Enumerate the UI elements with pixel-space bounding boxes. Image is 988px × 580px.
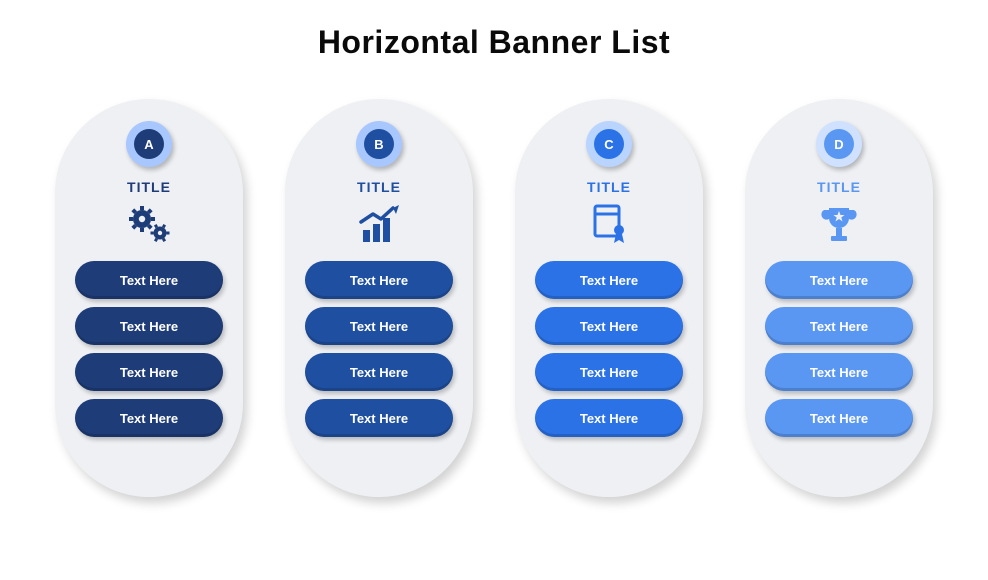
pill-item: Text Here	[305, 261, 453, 299]
pill-item: Text Here	[765, 353, 913, 391]
pill-item: Text Here	[305, 307, 453, 345]
pill-list: Text Here Text Here Text Here Text Here	[55, 261, 243, 437]
card-title: TITLE	[817, 179, 861, 195]
pill-list: Text Here Text Here Text Here Text Here	[285, 261, 473, 437]
banner-card-b: BTITLE Text HereText HereText HereText H…	[285, 99, 473, 497]
pill-list: Text Here Text Here Text Here Text Here	[745, 261, 933, 437]
badge-outer: A	[126, 121, 172, 167]
card-title: TITLE	[357, 179, 401, 195]
card-title: TITLE	[127, 179, 171, 195]
pill-item: Text Here	[75, 399, 223, 437]
banner-card-d: DTITLE Text HereText HereText HereText H…	[745, 99, 933, 497]
pill-item: Text Here	[75, 353, 223, 391]
badge-outer: C	[586, 121, 632, 167]
certificate-icon	[584, 201, 634, 247]
chart-up-icon	[354, 201, 404, 247]
pill-item: Text Here	[535, 307, 683, 345]
pill-item: Text Here	[305, 353, 453, 391]
pill-item: Text Here	[535, 353, 683, 391]
banner-row: ATITLE Text HereText HereText HereText H…	[0, 99, 988, 497]
badge-letter: A	[134, 129, 164, 159]
banner-card-c: CTITLE Text HereText HereText HereText H…	[515, 99, 703, 497]
page-title: Horizontal Banner List	[0, 24, 988, 61]
banner-card-a: ATITLE Text HereText HereText HereText H…	[55, 99, 243, 497]
pill-item: Text Here	[535, 399, 683, 437]
badge-letter: C	[594, 129, 624, 159]
pill-item: Text Here	[305, 399, 453, 437]
badge-outer: D	[816, 121, 862, 167]
badge-letter: D	[824, 129, 854, 159]
gears-icon	[124, 201, 174, 247]
badge-letter: B	[364, 129, 394, 159]
pill-item: Text Here	[765, 307, 913, 345]
pill-item: Text Here	[765, 399, 913, 437]
card-title: TITLE	[587, 179, 631, 195]
trophy-icon	[814, 201, 864, 247]
pill-list: Text Here Text Here Text Here Text Here	[515, 261, 703, 437]
pill-item: Text Here	[765, 261, 913, 299]
pill-item: Text Here	[75, 307, 223, 345]
pill-item: Text Here	[535, 261, 683, 299]
pill-item: Text Here	[75, 261, 223, 299]
badge-outer: B	[356, 121, 402, 167]
